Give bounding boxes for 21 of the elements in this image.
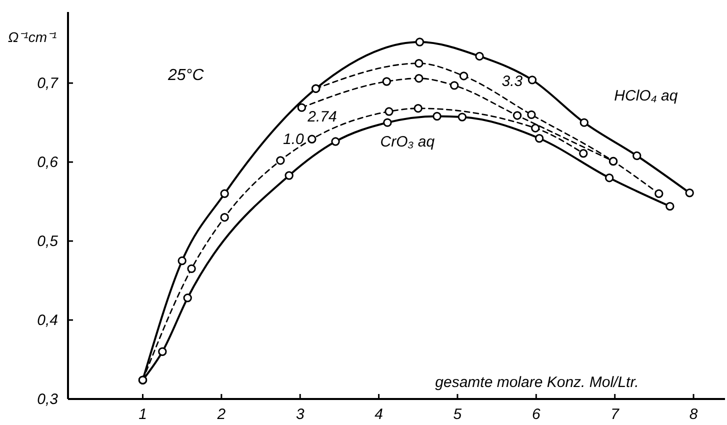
series-label: 1.0 (283, 131, 305, 148)
x-tick-label: 3 (296, 406, 305, 423)
series-label: CrO₃ aq (380, 134, 436, 151)
x-tick-label: 8 (689, 406, 698, 423)
y-tick-label: 0,6 (37, 154, 59, 172)
x-axis-title: gesamte molare Konz. Mol/Ltr. (435, 374, 639, 391)
series-label: 2.74 (306, 108, 337, 126)
x-tick-label: 1 (138, 406, 147, 423)
y-axis-title: Ω⁻¹cm⁻¹ (8, 29, 57, 45)
y-tick-label: 0,4 (37, 312, 58, 330)
x-tick-label: 2 (216, 406, 226, 423)
x-tick-label: 4 (374, 406, 383, 423)
x-tick-label: 6 (532, 406, 541, 423)
annotation: 25°C (167, 67, 204, 84)
y-tick-label: 0,7 (37, 75, 59, 92)
x-tick-label: 7 (610, 406, 620, 423)
series-label: 3.3 (502, 72, 524, 90)
text: HClO₄ aq (614, 88, 678, 105)
x-tick-label: 5 (453, 406, 462, 423)
y-tick-label: 0,3 (37, 391, 59, 408)
y-tick-label: 0,5 (37, 233, 59, 250)
